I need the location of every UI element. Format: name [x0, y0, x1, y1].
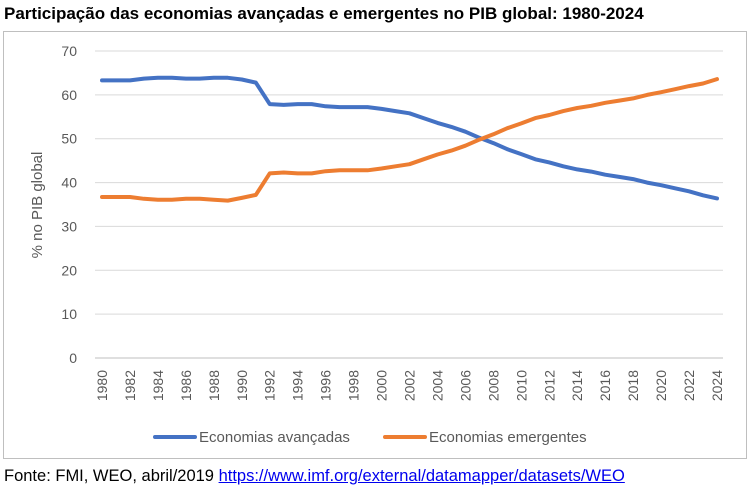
- x-tick-label: 2006: [457, 370, 473, 401]
- x-tick-label: 2022: [681, 370, 697, 401]
- source-link[interactable]: https://www.imf.org/external/datamapper/…: [218, 467, 625, 485]
- x-tick-label: 2004: [429, 370, 445, 401]
- legend: Economias avançadas Economias emergentes: [153, 429, 587, 446]
- legend-label: Economias avançadas: [199, 429, 350, 446]
- x-tick-label: 2000: [374, 370, 390, 401]
- x-tick-label: 1994: [290, 370, 306, 401]
- x-tick-label: 1998: [346, 370, 362, 401]
- x-tick-label: 1982: [122, 370, 138, 401]
- x-tick-label: 2014: [569, 370, 585, 401]
- x-tick-label: 2008: [485, 370, 501, 401]
- x-tick-label: 1990: [234, 370, 250, 401]
- y-tick-label: 40: [61, 175, 77, 191]
- x-tick-label: 1996: [318, 370, 334, 401]
- x-tick-label: 2010: [513, 370, 529, 401]
- x-tick-label: 1992: [262, 370, 278, 401]
- y-tick-label: 20: [61, 262, 77, 278]
- source-note: Fonte: FMI, WEO, abril/2019 https://www.…: [4, 467, 625, 486]
- x-tick-label: 2024: [709, 370, 725, 401]
- x-tick-label: 2020: [653, 370, 669, 401]
- y-tick-label: 10: [61, 306, 77, 322]
- gridlines: [95, 50, 723, 359]
- x-tick-label: 1986: [178, 370, 194, 401]
- x-tick-label: 1988: [206, 370, 222, 401]
- chart-frame: [3, 31, 747, 459]
- y-tick-label: 60: [61, 87, 77, 103]
- x-tick-label: 1980: [94, 370, 110, 401]
- x-tick-label: 2018: [625, 370, 641, 401]
- y-tick-label: 70: [61, 43, 77, 59]
- legend-label: Economias emergentes: [429, 429, 587, 446]
- x-tick-label: 2012: [541, 370, 557, 401]
- x-tick-labels: 1980 1982 1984 1986 1988 1990 1992 1994 1996 1998…: [94, 370, 725, 401]
- source-prefix: Fonte: FMI, WEO, abril/2019: [4, 467, 219, 485]
- x-tick-label: 1984: [150, 370, 166, 401]
- y-tick-label: 0: [69, 350, 77, 366]
- y-tick-labels: 0 10 20 30 40 50 60 70: [61, 43, 77, 366]
- y-tick-label: 30: [61, 218, 77, 234]
- chart-title: Participação das economias avançadas e e…: [4, 4, 644, 23]
- series-lines: [100, 75, 719, 203]
- series-line-advanced: [100, 75, 719, 201]
- x-tick-label: 2016: [597, 370, 613, 401]
- y-tick-label: 50: [61, 131, 77, 147]
- x-tick-label: 2002: [402, 370, 418, 401]
- series-line-emerging: [100, 77, 719, 203]
- y-axis-title: % no PIB global: [29, 152, 46, 259]
